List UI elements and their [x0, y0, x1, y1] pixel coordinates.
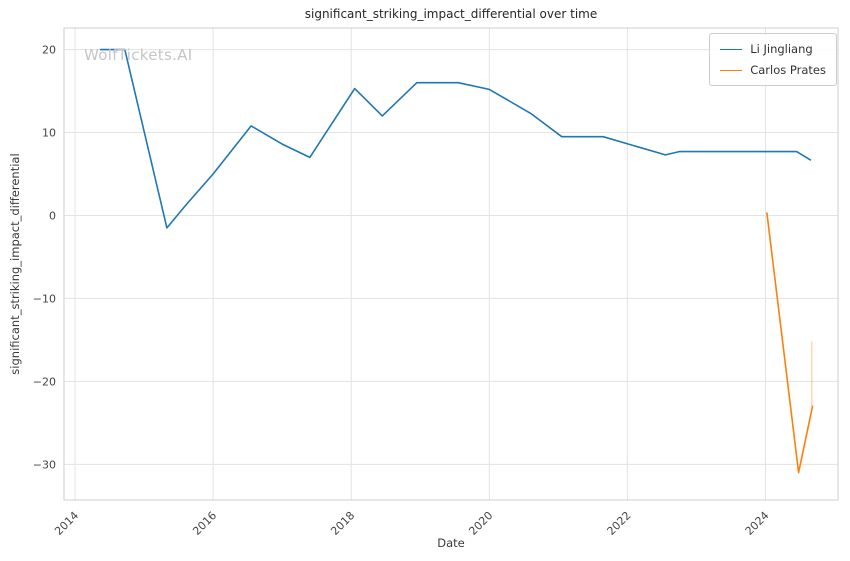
x-tick-label: 2018 [328, 509, 357, 538]
y-tick-label: −20 [33, 375, 56, 388]
x-tick-label: 2024 [743, 509, 772, 538]
x-axis-label: Date [437, 536, 465, 550]
y-tick-label: 10 [42, 127, 56, 140]
x-tick-label: 2020 [466, 509, 495, 538]
y-tick-label: 20 [42, 44, 56, 57]
y-tick-label: −10 [33, 292, 56, 305]
series-line-carlos-prates [766, 212, 814, 474]
legend-line-swatch [720, 69, 743, 71]
legend-item: Li Jingliang [720, 42, 826, 56]
y-axis-label: significant_striking_impact_differential [8, 153, 22, 375]
plot-border [63, 27, 839, 501]
x-tick-label: 2016 [190, 509, 219, 538]
series-line-li-jingliang [99, 48, 812, 229]
x-tick-label: 2022 [605, 509, 634, 538]
legend: Li Jingliang Carlos Prates [709, 33, 837, 86]
y-tick-label: −30 [33, 458, 56, 471]
legend-label: Li Jingliang [750, 42, 813, 56]
chart-title: significant_striking_impact_differential… [304, 7, 598, 21]
watermark: WolfTickets.AI [84, 46, 193, 64]
legend-label: Carlos Prates [750, 63, 826, 77]
x-tick-label: 2014 [52, 509, 81, 538]
y-tick-label: 0 [49, 209, 56, 222]
legend-line-swatch [720, 48, 743, 50]
legend-item: Carlos Prates [720, 63, 826, 77]
